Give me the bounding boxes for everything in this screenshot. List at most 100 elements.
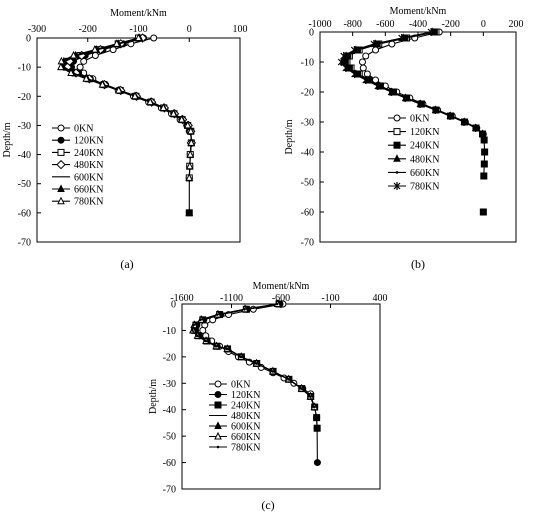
series-point-a-6: [159, 103, 168, 111]
series-point-a-6: [82, 74, 91, 82]
series-point-b-5: [460, 118, 468, 126]
panel-label-c: (c): [261, 498, 274, 512]
end-point-a: [185, 209, 193, 217]
series-point-a-6: [131, 91, 139, 100]
legend-label-b-4: 660KN: [410, 168, 439, 179]
series-point-b-5: [446, 112, 454, 120]
legend-marker-c-4: [214, 421, 222, 429]
y-tick-label-c: -70: [163, 485, 176, 496]
panel-b: -1000 -800 -600 -400 -200 0 200 0 -10 -20 -30 -40 -5…: [284, 6, 524, 271]
series-point-a-6: [112, 39, 121, 47]
legend-label-b-1: 120KN: [410, 127, 439, 138]
series-point-c-6: [271, 370, 274, 373]
legend-label-a-5: 660KN: [74, 185, 103, 196]
series-group-c: [189, 299, 321, 467]
legend-marker-a-3: [56, 159, 66, 170]
series-point-b-5: [350, 46, 358, 54]
x-axis-title-b: Moment/kNm: [390, 6, 447, 17]
panel-label-a: (a): [120, 257, 133, 271]
panel-c: -1600 -1100 -600 -100 400 0 -10 -20 -30 -40 -50 -60…: [148, 281, 388, 512]
series-point-a-6: [185, 173, 194, 181]
legend-marker-a-5: [57, 184, 65, 192]
series-point-b-0: [362, 52, 370, 60]
legend-label-a-3: 480KN: [74, 160, 103, 171]
y-tick-label-b: -10: [301, 58, 314, 69]
series-point-b-5: [342, 64, 350, 72]
x-tick-label-a: 0: [187, 24, 192, 35]
legend-label-b-3: 480KN: [410, 154, 439, 165]
series-point-b-0: [358, 58, 366, 66]
y-tick-label-a: -20: [18, 92, 31, 103]
y-tick-label-c: -30: [163, 379, 176, 390]
legend-label-a-2: 240KN: [74, 148, 103, 159]
panel-label-b: (b): [411, 257, 425, 271]
legend-label-c-6: 780KN: [231, 443, 260, 454]
y-tick-label-a: -50: [18, 179, 31, 190]
y-tick-label-c: -60: [163, 458, 176, 469]
x-tick-label-a: 100: [233, 24, 248, 35]
legend-marker-a-1: [57, 136, 65, 144]
y-tick-label-c: 0: [171, 300, 176, 311]
series-point-a-6: [186, 149, 195, 158]
series-point-c-6: [204, 339, 207, 343]
series-point-c-6: [225, 347, 229, 351]
x-tick-label-c: -600: [272, 293, 290, 304]
end-point-b: [479, 208, 487, 216]
series-point-c-6: [199, 318, 202, 322]
series-point-c-2: [313, 414, 321, 422]
y-tick-label-a: -10: [18, 63, 31, 74]
y-tick-label-b: -70: [301, 238, 314, 249]
x-tick-label-b: -400: [409, 19, 427, 30]
x-tick-label-c: -100: [321, 293, 339, 304]
y-tick-label-a: -30: [18, 121, 31, 132]
legend-label-a-4: 600KN: [74, 172, 103, 183]
legend-b: 0KN 120KN 240KN 480KN 660KN 780KN: [388, 114, 439, 193]
x-tick-label-a: -100: [129, 24, 147, 35]
y-tick-label-a: -70: [18, 238, 31, 249]
series-point-a-6: [186, 126, 195, 135]
series-group-b: [337, 27, 489, 216]
legend-label-c-0: 0KN: [231, 380, 250, 391]
x-tick-label-b: -600: [376, 19, 394, 30]
series-point-b-0: [359, 64, 367, 72]
x-tick-label-c: 400: [373, 293, 388, 304]
series-point-c-6: [312, 405, 316, 409]
series-point-a-6: [183, 120, 192, 129]
x-tick-label-b: -1000: [308, 19, 331, 30]
legend-marker-c-2: [214, 401, 222, 409]
y-tick-label-b: -40: [301, 148, 314, 159]
series-point-a-6: [169, 109, 178, 117]
legend-label-c-2: 240KN: [231, 401, 260, 412]
series-point-a-0: [150, 34, 158, 42]
y-tick-label-b: -60: [301, 208, 314, 219]
x-tick-label-b: -200: [441, 19, 459, 30]
y-axis-title-a: Depth/m: [2, 122, 13, 157]
series-point-c-6: [255, 362, 258, 365]
series-point-b-5: [362, 76, 370, 84]
legend-label-a-0: 0KN: [74, 124, 93, 135]
series-point-b-5: [398, 34, 406, 42]
legend-marker-b-1: [393, 128, 401, 136]
legend-marker-a-0: [57, 124, 65, 132]
legend-label-b-0: 0KN: [410, 114, 429, 125]
legend-marker-b-3: [393, 154, 401, 162]
series-line-b-5: [340, 31, 483, 135]
series-point-b-5: [337, 58, 345, 66]
series-point-b-5: [401, 94, 409, 102]
series-point-c-6: [195, 334, 199, 338]
legend-marker-a-2: [57, 148, 65, 156]
series-point-b-5: [370, 40, 378, 48]
series-point-b-2: [481, 148, 489, 156]
series-point-a-6: [91, 45, 99, 53]
y-tick-label-b: -20: [301, 88, 314, 99]
series-point-c-6: [309, 395, 312, 398]
legend-label-c-1: 120KN: [231, 390, 260, 401]
legend-marker-c-6: [216, 445, 220, 449]
y-tick-label-a: 0: [26, 34, 31, 45]
series-point-c-6: [243, 307, 246, 311]
series-line-a-6: [60, 37, 192, 213]
x-tick-label-a: -300: [28, 24, 46, 35]
